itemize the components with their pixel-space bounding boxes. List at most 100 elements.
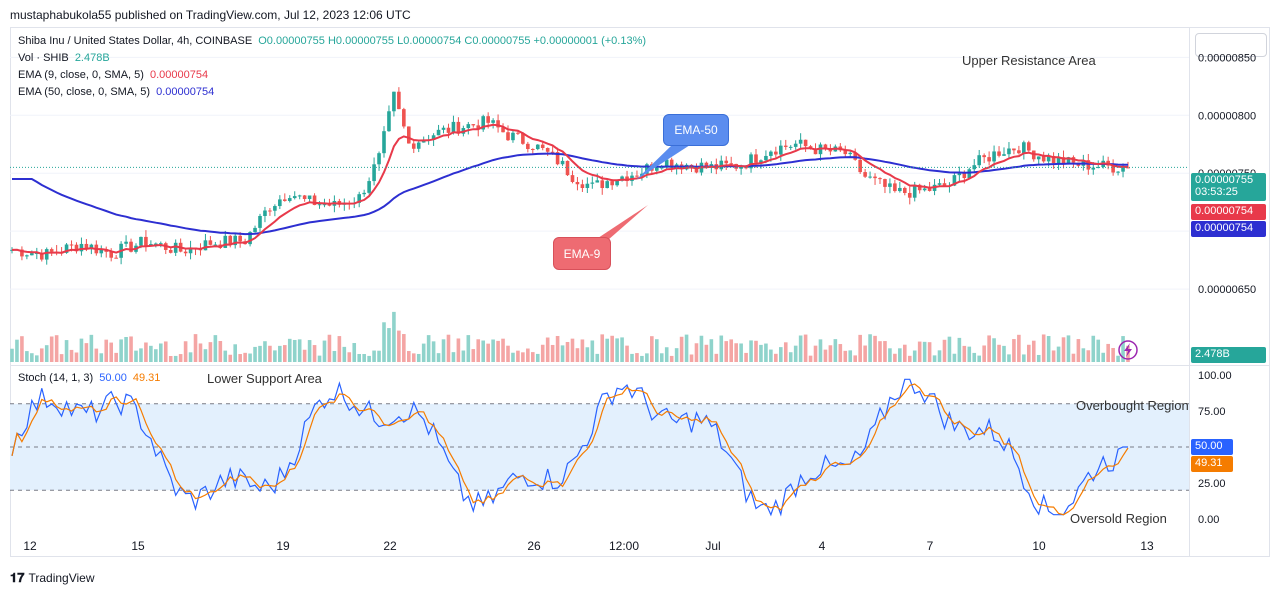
volume-bar (1036, 354, 1041, 362)
candle-body (466, 124, 471, 129)
volume-bar (99, 353, 104, 362)
volume-bar (813, 345, 818, 362)
volume-bar (149, 345, 153, 362)
volume-bar (580, 339, 585, 362)
volume-bar (59, 354, 64, 362)
volume-bar (724, 341, 729, 362)
volume-bar (377, 350, 381, 362)
volume-bar (1046, 336, 1051, 362)
volume-bar (659, 353, 664, 362)
volume-bar (436, 353, 441, 362)
volume-bar (684, 334, 689, 362)
candle-body (144, 236, 148, 246)
volume-bar (218, 341, 223, 362)
volume-bar (1116, 355, 1120, 362)
volume-bar (268, 345, 272, 362)
volume-bar (783, 342, 788, 362)
volume-bar (203, 349, 208, 362)
stoch-legend[interactable]: Stoch (14, 1, 3) 50.00 49.31 (18, 372, 163, 384)
price-tick-label: 0.00000800 (1198, 110, 1256, 122)
ema50-legend[interactable]: EMA (50, close, 0, SMA, 5) 0.00000754 (18, 86, 217, 98)
volume-bar (922, 341, 927, 362)
candle-body (907, 192, 912, 198)
pane-divider[interactable] (10, 365, 1270, 366)
candle-body (526, 143, 530, 150)
volume-bar (332, 350, 337, 362)
volume-bar (898, 348, 902, 362)
volume-bar (1101, 352, 1105, 362)
candle-body (664, 159, 669, 168)
volume-bar (1106, 343, 1110, 362)
ema9-line (11, 123, 1129, 255)
volume-bar (159, 343, 163, 362)
candle-body (540, 144, 545, 148)
candle-body (1002, 154, 1006, 156)
volume-bar (317, 355, 322, 362)
volume-bar (44, 345, 49, 362)
footer-brand[interactable]: TradingView (28, 571, 95, 585)
volume-bar (307, 340, 312, 362)
volume-bar (779, 347, 783, 362)
candle-body (724, 160, 729, 164)
symbol-title[interactable]: Shiba Inu / United States Dollar, 4h, CO… (18, 35, 253, 47)
candle-body (263, 210, 267, 216)
candle-body (635, 175, 639, 177)
volume-bar (506, 345, 510, 362)
ema50-line (12, 152, 1129, 236)
candle-body (109, 251, 113, 258)
candle-body (268, 210, 272, 212)
candle-body (535, 144, 540, 150)
volume-bar (1031, 340, 1036, 362)
candle-body (471, 124, 476, 126)
stoch-tick-label: 75.00 (1198, 406, 1226, 418)
volume-bar (362, 354, 366, 362)
candle-body (893, 183, 897, 192)
volume-bar (585, 347, 590, 362)
time-tick-label: 12 (23, 539, 37, 553)
candle-body (813, 148, 818, 155)
volume-bar (441, 339, 446, 362)
volume-bar (387, 328, 391, 362)
volume-legend[interactable]: Vol · SHIB 2.478B (18, 52, 113, 64)
volume-bar (903, 344, 907, 362)
volume-bar (486, 343, 490, 362)
volume-bar (431, 341, 436, 362)
candle-body (228, 235, 233, 246)
ema9-callout[interactable]: EMA-9 (553, 237, 611, 270)
volume-bar (535, 353, 540, 362)
time-tick-label: Jul (705, 539, 720, 553)
volume-bar (759, 344, 763, 362)
volume-bar (223, 350, 228, 362)
volume-bar (154, 349, 158, 362)
candle-body (992, 151, 996, 162)
volume-bar (114, 352, 118, 362)
volume-bar (233, 344, 237, 362)
volume-bar (679, 336, 684, 362)
volume-bar (620, 337, 624, 362)
volume-bar (64, 340, 69, 362)
volume-bar (397, 330, 401, 362)
volume-bar (124, 336, 128, 362)
volume-bar (555, 335, 560, 362)
volume-bar (734, 343, 738, 362)
ema50-callout[interactable]: EMA-50 (663, 114, 729, 146)
chart-settings-button[interactable] (1195, 33, 1267, 57)
time-tick-label: 12:00 (609, 539, 639, 553)
ema9-legend[interactable]: EMA (9, close, 0, SMA, 5) 0.00000754 (18, 69, 211, 81)
candle-body (769, 151, 773, 156)
candle-body (1017, 150, 1021, 154)
volume-bar (1096, 339, 1101, 362)
volume-bar (407, 351, 411, 362)
volume-bar (312, 345, 317, 362)
candle-body (258, 215, 262, 228)
candle-body (99, 249, 104, 254)
volume-value: 2.478B (74, 52, 110, 64)
candle-body (362, 192, 366, 195)
volume-bar (615, 338, 619, 362)
candle-body (168, 249, 173, 253)
price-tick-label: 0.00000850 (1198, 52, 1256, 64)
ema9-price-tag: 0.00000754 (1191, 204, 1266, 220)
publisher-line: mustaphabukola55 published on TradingVie… (10, 8, 411, 22)
candle-body (605, 181, 609, 189)
